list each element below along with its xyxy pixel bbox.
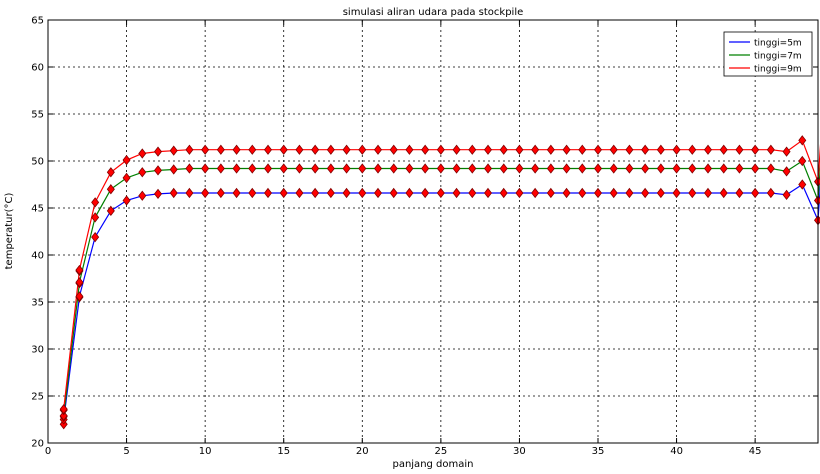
- legend-label: tinggi=7m: [754, 52, 802, 62]
- y-tick-label: 65: [31, 16, 44, 27]
- x-tick-label: 15: [277, 446, 290, 457]
- y-tick-label: 55: [31, 110, 44, 121]
- y-tick-label: 25: [31, 392, 44, 403]
- y-tick-label: 40: [31, 251, 44, 262]
- y-tick-label: 45: [31, 204, 44, 215]
- legend-label: tinggi=5m: [754, 39, 802, 49]
- legend: tinggi=5m tinggi=7m tinggi=9m: [724, 32, 812, 76]
- x-axis-label: panjang domain: [392, 459, 473, 470]
- chart-title: simulasi aliran udara pada stockpile: [343, 7, 524, 18]
- y-tick-label: 30: [31, 345, 44, 356]
- legend-label: tinggi=9m: [754, 65, 802, 75]
- x-tick-label: 0: [45, 446, 51, 457]
- y-tick-label: 60: [31, 63, 44, 74]
- y-tick-label: 20: [31, 439, 44, 450]
- y-tick-label: 50: [31, 157, 44, 168]
- x-tick-label: 40: [670, 446, 683, 457]
- x-tick-label: 20: [356, 446, 369, 457]
- x-tick-label: 45: [749, 446, 762, 457]
- x-tick-label: 5: [123, 446, 129, 457]
- plot-area: [48, 20, 818, 443]
- x-tick-label: 35: [592, 446, 605, 457]
- x-tick-label: 25: [434, 446, 447, 457]
- x-tick-label: 30: [513, 446, 526, 457]
- y-tick-label: 35: [31, 298, 44, 309]
- x-tick-label: 10: [199, 446, 212, 457]
- y-axis-label: temperatur(°C): [4, 193, 15, 270]
